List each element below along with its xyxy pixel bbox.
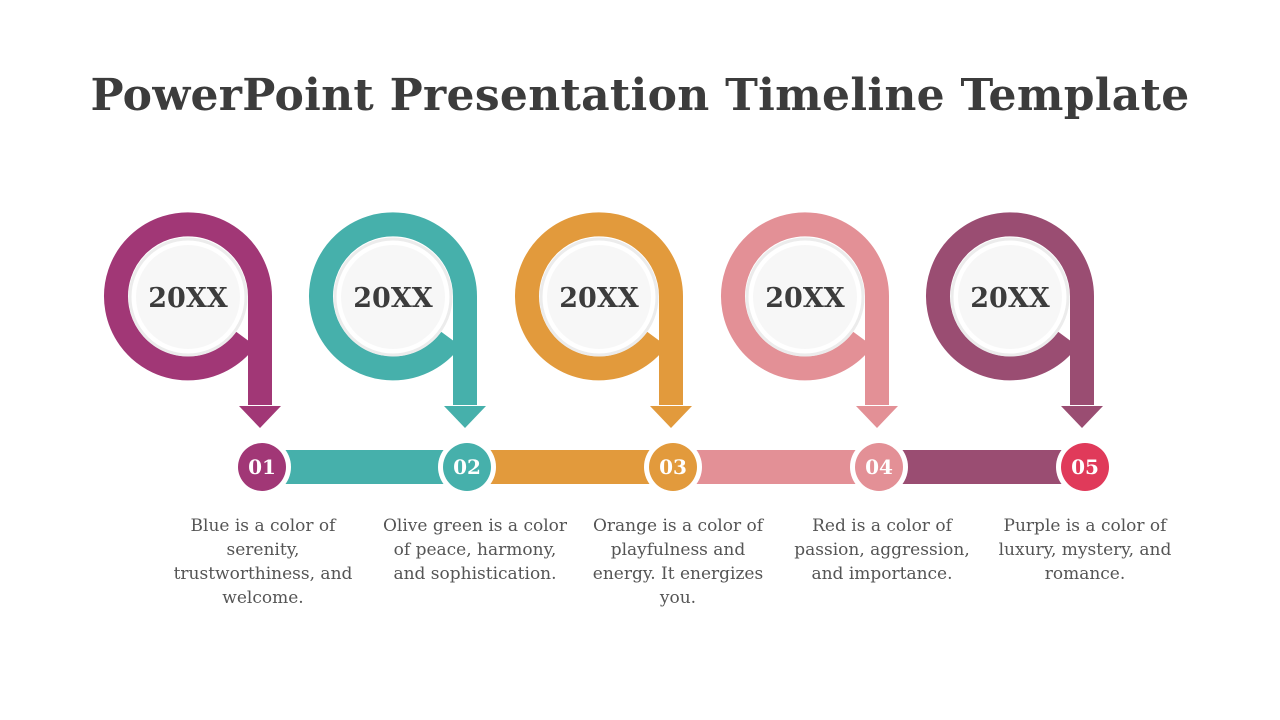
step-1-marker: 01 [233, 438, 291, 496]
step-1-number: 01 [248, 455, 276, 479]
step-5-number: 05 [1071, 455, 1099, 479]
step-1-year: 20XX [148, 283, 228, 314]
step-3-year: 20XX [559, 283, 639, 314]
step-4-marker-dot [855, 443, 903, 491]
timeline-bar-1 [262, 450, 467, 484]
step-3-marker-dot [649, 443, 697, 491]
step-5-marker-dot [1061, 443, 1109, 491]
step-5-curl [926, 212, 1095, 405]
step-2-year-disc-inner [341, 245, 445, 349]
step-5-year: 20XX [970, 283, 1050, 314]
timeline-loops: 20XX 20XX 20XX 20XX 20XX [104, 212, 1103, 428]
step-1-arrow-icon [239, 406, 281, 428]
step-3-curl [515, 212, 684, 405]
step-4-year-disc-inner [753, 245, 857, 349]
step-5-loop: 20XX [926, 212, 1103, 428]
step-2-marker-dot [443, 443, 491, 491]
step-1-loop: 20XX [104, 212, 281, 428]
step-4-marker: 04 [850, 438, 908, 496]
step-4-description: Red is a color of passion, aggression, a… [794, 516, 970, 584]
step-4-loop: 20XX [721, 212, 898, 428]
step-2-marker: 02 [438, 438, 496, 496]
timeline-bar-3 [673, 450, 879, 484]
step-2-arrow-icon [444, 406, 486, 428]
step-5-arrow-icon [1061, 406, 1103, 428]
step-1-curl [104, 212, 273, 405]
step-5-marker: 05 [1056, 438, 1114, 496]
step-5-description: Purple is a color of luxury, mystery, an… [998, 516, 1172, 584]
step-3-loop: 20XX [515, 212, 692, 428]
step-2-year: 20XX [353, 283, 433, 314]
step-1-marker-dot [238, 443, 286, 491]
step-4-number: 04 [865, 455, 893, 479]
step-3-description: Orange is a color of playfulness and ene… [592, 516, 764, 608]
step-4-arrow-icon [856, 406, 898, 428]
step-3-number: 03 [659, 455, 687, 479]
step-2-curl [309, 212, 478, 405]
page-title: PowerPoint Presentation Timeline Templat… [90, 70, 1190, 121]
step-3-arrow-icon [650, 406, 692, 428]
timeline-bar-2 [467, 450, 673, 484]
step-2-description: Olive green is a color of peace, harmony… [382, 516, 568, 584]
timeline-markers: 01 02 03 04 05 [233, 438, 1114, 496]
step-4-curl [721, 212, 890, 405]
timeline-bar-4 [879, 450, 1085, 484]
step-3-marker: 03 [644, 438, 702, 496]
step-1-description: Blue is a color of serenity, trustworthi… [173, 516, 353, 608]
step-5-year-disc-inner [958, 245, 1062, 349]
timeline-bars [262, 450, 1085, 484]
step-4-year: 20XX [765, 283, 845, 314]
step-2-number: 02 [453, 455, 481, 479]
step-1-year-disc-inner [136, 245, 240, 349]
step-2-loop: 20XX [309, 212, 486, 428]
step-3-year-disc-inner [547, 245, 651, 349]
